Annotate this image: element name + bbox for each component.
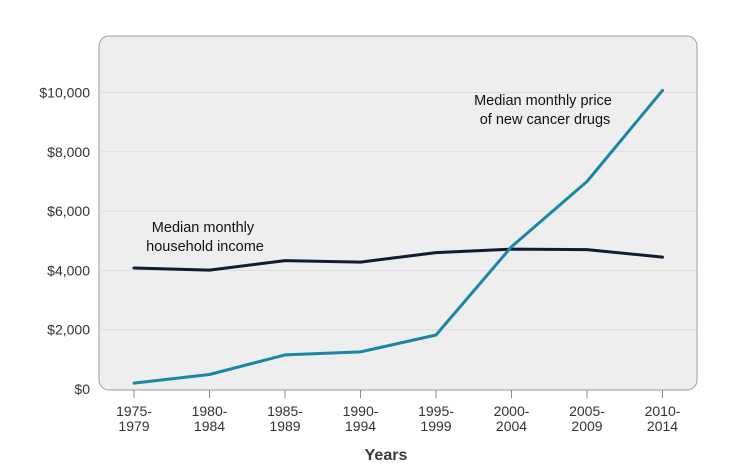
x-tick-label-line: 2014: [647, 418, 678, 434]
drug-price-annotation-line-1: Median monthly price: [474, 93, 612, 109]
x-tick-label-line: 1995-: [418, 403, 454, 419]
x-axis-ticks: 1975-1979 1980-1984 1985-1989 1990-1994 1995…: [116, 390, 681, 434]
y-tick-label: $10,000: [39, 85, 90, 101]
x-tick-label-line: 1984: [194, 418, 225, 434]
series-lines: [132, 88, 664, 385]
income-annotation-line-1: Median monthly: [152, 220, 255, 236]
x-tick-label-line: 1989: [269, 418, 300, 434]
x-tick-label-line: 2004: [496, 418, 527, 434]
x-tick-label: 1990-1994: [343, 403, 379, 434]
x-tick-label-line: 2010-: [645, 403, 681, 419]
x-tick-label-line: 1985-: [267, 403, 303, 419]
x-tick-label: 1985-1989: [267, 403, 303, 434]
drug-price-annotation-line-2: of new cancer drugs: [480, 112, 611, 128]
x-tick-label-line: 2005-: [569, 403, 605, 419]
y-tick-label: $6,000: [47, 203, 90, 219]
drug-price-annotation: Median monthly price of new cancer drugs: [474, 93, 616, 128]
x-tick-label-line: 1980-: [192, 403, 228, 419]
plot-background: [98, 35, 698, 391]
y-tick-label: $8,000: [47, 144, 90, 160]
x-axis-title: Years: [365, 447, 408, 464]
x-tick-label-line: 2000-: [494, 403, 530, 419]
x-tick-label: 2000-2004: [494, 403, 530, 434]
x-tick-label-line: 1990-: [343, 403, 379, 419]
x-tick-label: 2010-2014: [645, 403, 681, 434]
x-tick-label-line: 1975-: [116, 403, 152, 419]
drug-price-series-line: [132, 88, 664, 385]
x-tick-label: 2005-2009: [569, 403, 605, 434]
y-tick-label: $2,000: [47, 322, 90, 338]
income-annotation: Median monthly household income: [146, 220, 264, 255]
x-tick-label: 1995-1999: [418, 403, 454, 434]
y-tick-label: $0: [74, 381, 90, 397]
x-tick-label: 1980-1984: [192, 403, 228, 434]
income-annotation-line-2: household income: [146, 239, 264, 255]
x-tick-label: 1975-1979: [116, 403, 152, 434]
x-tick-label-line: 2009: [571, 418, 602, 434]
income-series-line: [132, 247, 664, 272]
y-tick-label: $4,000: [47, 262, 90, 278]
x-tick-label-line: 1999: [420, 418, 451, 434]
x-tick-label-line: 1994: [345, 418, 376, 434]
y-axis-ticks: $0 $2,000 $4,000 $6,000 $8,000 $10,000: [39, 85, 90, 398]
x-tick-label-line: 1979: [118, 418, 149, 434]
